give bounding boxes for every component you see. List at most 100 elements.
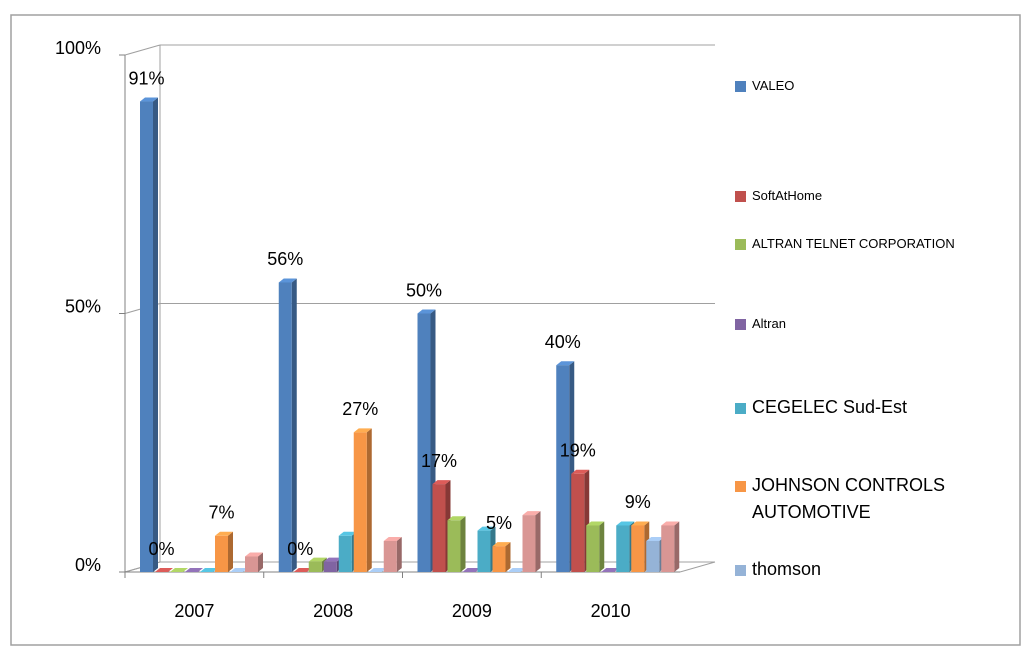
bar: [661, 525, 675, 572]
legend-swatch: [735, 564, 746, 576]
bar-top: [646, 536, 665, 541]
bar-top: [245, 552, 263, 557]
bar-top: [556, 361, 575, 366]
bar: [631, 525, 645, 572]
bar: [323, 561, 337, 572]
legend-swatch: [735, 238, 746, 250]
bar-side: [258, 552, 263, 572]
bar: [432, 484, 446, 572]
bar-top: [462, 568, 481, 572]
data-label: 91%: [128, 68, 164, 88]
bar-top: [368, 568, 387, 572]
bar: [646, 540, 660, 572]
x-tick-label: 2008: [313, 601, 353, 621]
legend-swatch: [735, 80, 746, 92]
bar: [586, 525, 600, 572]
legend-entry: Altran: [735, 314, 1015, 334]
bar-top: [492, 542, 511, 547]
bar-side: [153, 97, 158, 572]
data-label: 5%: [486, 513, 512, 533]
bar-top: [155, 568, 173, 572]
bar: [353, 432, 367, 572]
legend-swatch: [735, 318, 746, 330]
bar-top: [200, 568, 218, 572]
bar: [215, 535, 228, 572]
data-label: 27%: [342, 399, 378, 419]
legend-entry: ALTRAN TELNET CORPORATION: [735, 234, 1015, 254]
data-label: 19%: [560, 441, 596, 461]
bar-top: [353, 428, 372, 433]
legend-entry: CEGELEC Sud-Est: [735, 394, 1015, 421]
data-label: 40%: [545, 332, 581, 352]
bar-top: [185, 568, 203, 572]
bar: [417, 313, 431, 572]
bar: [556, 365, 570, 572]
bar-top: [661, 521, 680, 526]
bar-top: [507, 568, 526, 572]
bar-top: [571, 469, 590, 474]
legend-entry: JOHNSON CONTROLS AUTOMOTIVE: [735, 472, 1015, 526]
legend-label: CEGELEC Sud-Est: [752, 397, 908, 417]
bar-top: [170, 568, 188, 572]
bar-top: [616, 521, 635, 526]
bar-side: [460, 516, 466, 572]
legend-swatch: [735, 402, 746, 414]
legend-entry: thomson: [735, 556, 1015, 583]
bar: [477, 530, 491, 572]
x-tick-label: 2007: [174, 601, 214, 621]
bar-top: [586, 521, 605, 526]
data-label: 0%: [148, 539, 174, 559]
y-tick-label: 100%: [55, 38, 101, 58]
data-label: 7%: [208, 503, 234, 523]
legend-entry: SoftAtHome: [735, 186, 1015, 206]
legend-swatch: [735, 190, 746, 202]
chart-frame: [10, 14, 1021, 646]
bar-side: [396, 536, 402, 572]
bar: [522, 515, 536, 572]
bar-top: [323, 557, 342, 562]
bar: [492, 546, 506, 572]
bar-top: [140, 97, 158, 102]
bar: [616, 525, 630, 572]
bar-top: [522, 511, 541, 516]
x-tick-label: 2009: [452, 601, 492, 621]
bar-side: [535, 511, 541, 572]
bar-side: [674, 521, 680, 572]
legend-label: Altran: [752, 316, 786, 331]
legend-label: thomson: [752, 559, 822, 579]
bar-top: [432, 480, 451, 485]
data-label: 17%: [421, 451, 457, 471]
bar: [278, 282, 292, 572]
bar-side: [228, 531, 233, 572]
legend-label: VALEO: [752, 78, 795, 93]
bar-side: [366, 428, 372, 572]
legend-swatch: [735, 480, 746, 492]
bar-top: [278, 278, 297, 283]
data-label: 50%: [406, 280, 442, 300]
data-label: 9%: [625, 492, 651, 512]
bar: [308, 561, 322, 572]
bar-side: [599, 521, 605, 572]
legend-entry: VALEO: [735, 76, 1015, 96]
bar-top: [631, 521, 650, 526]
y-tick-label: 0%: [75, 555, 101, 575]
bar: [571, 473, 585, 572]
bar-top: [230, 568, 248, 572]
legend-label: ALTRAN TELNET CORPORATION: [752, 236, 955, 251]
y-tick-label: 50%: [65, 296, 101, 316]
bar: [245, 556, 258, 572]
data-label: 56%: [267, 249, 303, 269]
bar-top: [215, 531, 233, 536]
grid-line: [124, 44, 161, 56]
bar: [338, 535, 352, 572]
bar-top: [383, 536, 402, 541]
bar-top: [447, 516, 466, 521]
data-label: 0%: [287, 539, 313, 559]
legend-label: JOHNSON CONTROLS AUTOMOTIVE: [752, 475, 946, 522]
bar: [447, 520, 461, 572]
legend-label: SoftAtHome: [752, 188, 823, 203]
bar-top: [417, 309, 436, 314]
floor-edge: [679, 561, 716, 573]
x-tick-label: 2010: [591, 601, 631, 621]
